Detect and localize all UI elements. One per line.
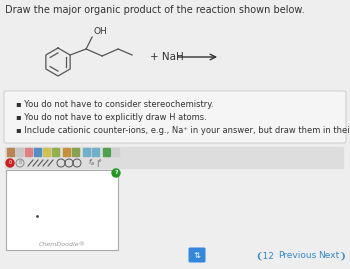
Text: ❨12: ❨12: [255, 252, 274, 260]
Bar: [5, 158, 343, 168]
Text: |°: |°: [96, 159, 102, 167]
Bar: [92, 148, 99, 156]
Circle shape: [112, 169, 120, 177]
Bar: [103, 148, 110, 156]
Text: $f_a$: $f_a$: [88, 158, 95, 168]
Text: ▪ You do not have to consider stereochemistry.: ▪ You do not have to consider stereochem…: [16, 100, 213, 109]
Bar: [72, 148, 79, 156]
Text: ❩: ❩: [338, 252, 345, 260]
Bar: [43, 148, 50, 156]
Text: Previous: Previous: [278, 252, 316, 260]
Text: B: B: [18, 161, 22, 165]
Bar: [25, 148, 32, 156]
Bar: [7, 148, 14, 156]
FancyBboxPatch shape: [189, 247, 205, 263]
Circle shape: [6, 159, 14, 167]
Text: Next: Next: [318, 252, 339, 260]
Bar: [6, 170, 118, 250]
Text: OH: OH: [93, 27, 107, 36]
Text: Draw the major organic product of the reaction shown below.: Draw the major organic product of the re…: [5, 5, 304, 15]
Text: ▪ You do not have to explicitly draw H atoms.: ▪ You do not have to explicitly draw H a…: [16, 113, 207, 122]
Bar: [34, 148, 41, 156]
Text: ChemDoodle®: ChemDoodle®: [38, 242, 85, 247]
Bar: [112, 148, 119, 156]
Text: ⇅: ⇅: [194, 250, 201, 260]
FancyBboxPatch shape: [4, 91, 346, 143]
Bar: [83, 148, 90, 156]
Bar: [16, 148, 23, 156]
Bar: [52, 148, 59, 156]
Text: + NaH: + NaH: [150, 52, 184, 62]
Bar: [5, 147, 343, 157]
Text: 0: 0: [8, 161, 12, 165]
Bar: [63, 148, 70, 156]
Text: ?: ?: [114, 171, 118, 175]
Text: ▪ Include cationic counter-ions, e.g., Na⁺ in your answer, but draw them in thei: ▪ Include cationic counter-ions, e.g., N…: [16, 126, 350, 135]
